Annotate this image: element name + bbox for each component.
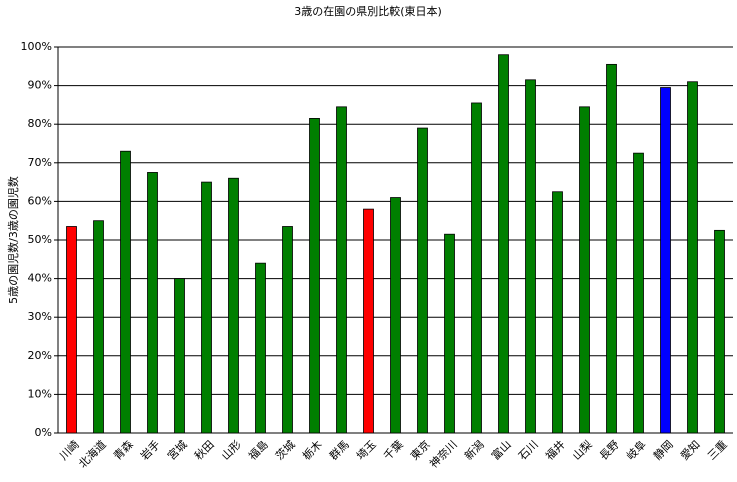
- x-tick-label: 北海道: [76, 437, 109, 470]
- x-tick-label: 福井: [542, 437, 567, 462]
- bar: [309, 118, 320, 434]
- bar: [444, 233, 455, 434]
- y-tick-label: 50%: [28, 233, 52, 246]
- y-tick-label: 30%: [28, 310, 52, 323]
- x-tick-label: 岩手: [137, 437, 162, 462]
- x-tick-label: 山梨: [569, 437, 594, 462]
- x-tick-label: 群馬: [326, 437, 351, 462]
- bar: [363, 208, 374, 434]
- y-tick-label: 90%: [28, 79, 52, 92]
- x-tick-label: 岐阜: [624, 438, 649, 463]
- chart-title: 3歳の在園の県別比較(東日本): [294, 4, 442, 18]
- bar: [633, 152, 644, 434]
- y-tick-label: 70%: [28, 156, 52, 169]
- y-tick-label: 100%: [21, 40, 52, 53]
- bar: [525, 79, 536, 434]
- x-tick-label: 富山: [488, 437, 513, 462]
- bar: [498, 54, 509, 434]
- bar: [417, 127, 428, 434]
- bar: [552, 191, 563, 434]
- x-tick-label: 青森: [110, 437, 135, 462]
- y-tick-label: 20%: [28, 349, 52, 362]
- bar: [606, 63, 617, 434]
- y-tick-label: 80%: [28, 117, 52, 130]
- x-tick-label: 石川: [516, 438, 541, 463]
- bar: [66, 226, 77, 434]
- x-tick-label: 埼玉: [353, 437, 378, 462]
- y-axis-label: 5歳の園児数/3歳の園児数: [7, 176, 20, 304]
- x-tick-label: 福島: [245, 437, 270, 462]
- bar: [687, 81, 698, 434]
- bar: [660, 87, 671, 434]
- bar: [471, 102, 482, 434]
- x-tick-label: 新潟: [461, 437, 486, 462]
- y-tick-label: 10%: [28, 387, 52, 400]
- bar: [228, 177, 239, 434]
- x-tick-label: 愛知: [677, 437, 702, 462]
- bar: [579, 106, 590, 434]
- bar: [147, 172, 158, 434]
- x-tick-label: 長野: [597, 438, 622, 463]
- x-tick-label: 宮城: [164, 437, 189, 462]
- y-tick-label: 0%: [35, 426, 52, 439]
- bar: [390, 197, 401, 434]
- x-tick-label: 神奈川: [427, 437, 460, 470]
- bar: [282, 226, 293, 434]
- bar: [336, 106, 347, 434]
- x-tick-label: 千葉: [380, 437, 405, 462]
- x-tick-label: 山形: [219, 438, 244, 463]
- x-tick-label: 秋田: [191, 437, 216, 462]
- bar: [93, 220, 104, 434]
- y-tick-label: 40%: [28, 272, 52, 285]
- bar: [714, 229, 725, 434]
- x-tick-label: 三重: [704, 437, 729, 462]
- y-tick-label: 60%: [28, 194, 52, 207]
- bar: [255, 262, 266, 434]
- bar: [174, 278, 185, 434]
- bar: [201, 181, 212, 434]
- x-tick-label: 栃木: [299, 437, 324, 462]
- x-tick-label: 茨城: [272, 437, 297, 462]
- x-tick-label: 静岡: [650, 437, 675, 462]
- bar: [120, 150, 131, 434]
